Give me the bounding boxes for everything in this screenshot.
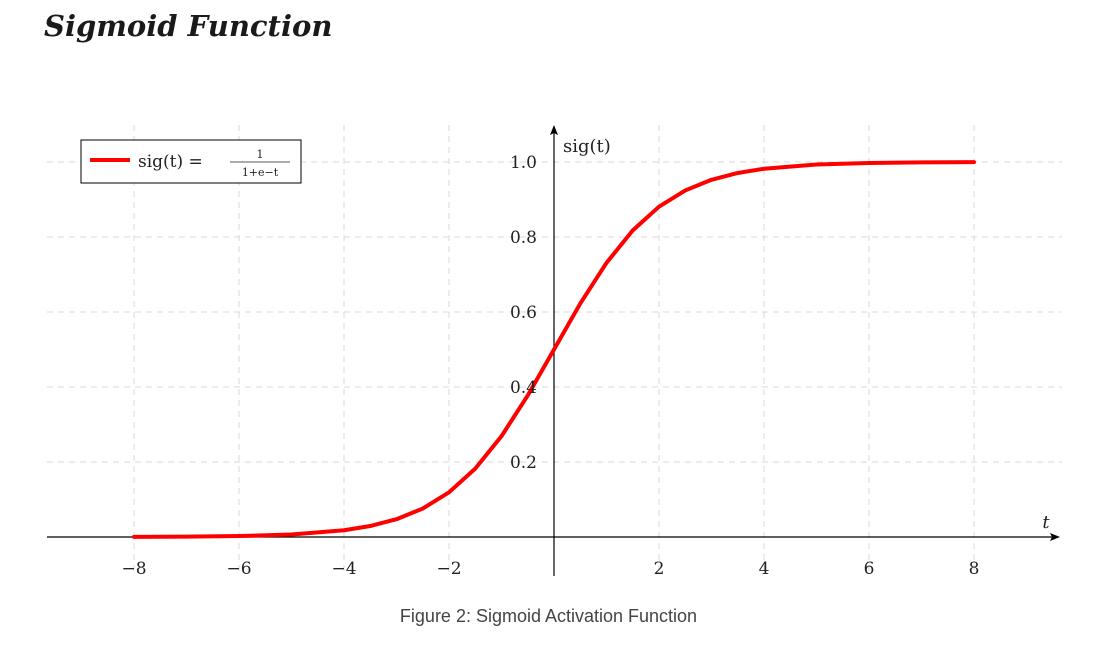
x-tick-label: −2 [436, 559, 461, 579]
y-tick-label: 1.0 [510, 153, 537, 173]
tick-labels: −8 −6 −4 −2 2 4 6 8 0.2 0.4 0.6 0.8 1.0 [121, 153, 979, 579]
y-tick-label: 0.6 [510, 303, 537, 323]
legend-numerator: 1 [257, 148, 264, 161]
legend: sig(t) = 1 1+e−t [80, 139, 302, 184]
x-tick-label: 6 [864, 559, 875, 579]
x-axis-arrow [1050, 533, 1060, 541]
y-axis-label: sig(t) [563, 136, 611, 157]
series-line [132, 160, 976, 539]
legend-label: sig(t) = [138, 152, 203, 172]
x-tick-label: 4 [759, 559, 770, 579]
y-tick-label: 0.2 [510, 453, 537, 473]
x-tick-label: 8 [969, 559, 980, 579]
x-axis-label: t [1042, 512, 1050, 533]
page-title: Sigmoid Function [44, 9, 333, 43]
x-tick-label: −6 [226, 559, 251, 579]
y-axis-arrow [550, 125, 558, 135]
y-tick-label: 0.4 [510, 378, 537, 398]
legend-denominator: 1+e−t [242, 166, 279, 179]
x-tick-label: −4 [331, 559, 356, 579]
sigmoid-chart: t sig(t) −8 −6 −4 −2 2 4 6 8 0.2 0.4 0.6 0.8 1.0 sig(… [47, 125, 1062, 579]
series-layer [132, 160, 976, 539]
x-tick-label: 2 [654, 559, 665, 579]
y-tick-label: 0.8 [510, 228, 537, 248]
x-tick-label: −8 [121, 559, 146, 579]
figure-caption: Figure 2: Sigmoid Activation Function [399, 606, 698, 626]
